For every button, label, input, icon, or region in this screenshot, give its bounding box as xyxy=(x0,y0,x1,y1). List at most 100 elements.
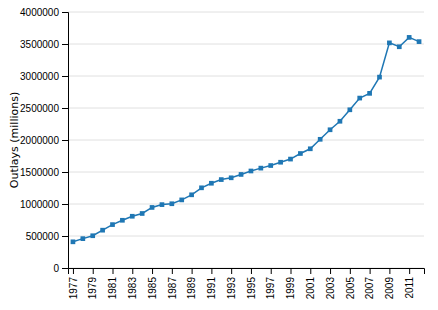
tick: 2011 xyxy=(404,268,415,299)
marker xyxy=(199,185,204,190)
tick: 2000000 xyxy=(20,135,68,146)
tick: 2007 xyxy=(364,268,375,299)
marker xyxy=(229,175,234,180)
tick: 1981 xyxy=(107,268,118,299)
grid-line xyxy=(68,140,424,141)
tick: 4000000 xyxy=(20,7,68,18)
tick: 2009 xyxy=(384,268,395,299)
tick-label: 1987 xyxy=(167,277,178,300)
marker xyxy=(160,202,165,207)
tick-label: 3500000 xyxy=(20,39,59,50)
grid-line xyxy=(68,12,424,13)
tick-mark xyxy=(73,268,74,274)
tick: 1979 xyxy=(87,268,98,299)
axis-line xyxy=(62,13,69,269)
tick-label: 1981 xyxy=(107,277,118,300)
marker xyxy=(338,119,343,124)
marker xyxy=(110,222,115,227)
tick: 2001 xyxy=(305,268,316,299)
tick-mark xyxy=(62,268,68,269)
marker xyxy=(179,198,184,203)
marker xyxy=(417,39,422,44)
grid-line xyxy=(68,44,424,45)
tick-label: 0 xyxy=(53,263,59,274)
tick-label: 2003 xyxy=(325,277,336,300)
tick: 1999 xyxy=(285,268,296,299)
tick-label: 2000000 xyxy=(20,135,59,146)
marker xyxy=(367,91,372,96)
marker xyxy=(239,172,244,177)
tick-mark xyxy=(330,268,331,274)
tick-mark xyxy=(62,172,68,173)
tick-label: 1989 xyxy=(186,277,197,300)
tick-mark xyxy=(152,268,153,274)
marker xyxy=(130,214,135,219)
tick: 1983 xyxy=(127,268,138,299)
marker xyxy=(288,157,293,162)
grid-line xyxy=(68,204,424,205)
tick-label: 1999 xyxy=(285,277,296,300)
x-axis: 1977 1979 1981 1983 1985 1987 1989 1991 1993 1995… xyxy=(68,268,425,299)
line xyxy=(73,37,419,241)
tick-label: 2011 xyxy=(404,277,415,299)
tick-mark xyxy=(113,268,114,274)
tick-mark xyxy=(389,268,390,274)
tick: 1977 xyxy=(68,268,79,299)
marker xyxy=(258,166,263,171)
axis-line xyxy=(69,269,425,275)
tick-mark xyxy=(192,268,193,274)
y-axis: 0 500000 1000000 1500000 2000000 2500000 30000… xyxy=(20,7,68,274)
tick-label: 1000000 xyxy=(20,199,59,210)
marker xyxy=(328,127,333,132)
grid-line xyxy=(68,236,424,237)
tick-mark xyxy=(62,236,68,237)
tick-label: 500000 xyxy=(26,231,60,242)
tick: 1991 xyxy=(206,268,217,299)
marker xyxy=(219,177,224,182)
tick-label: 1983 xyxy=(127,277,138,300)
tick: 1995 xyxy=(246,268,257,299)
marker xyxy=(90,233,95,238)
tick-mark xyxy=(231,268,232,274)
marker xyxy=(377,75,382,80)
tick-mark xyxy=(62,140,68,141)
tick-label: 1977 xyxy=(68,277,79,300)
marker xyxy=(318,137,323,142)
tick-label: 1993 xyxy=(226,277,237,300)
tick-mark xyxy=(62,204,68,205)
tick-label: 1985 xyxy=(147,277,158,300)
tick-mark xyxy=(62,108,68,109)
tick-label: 4000000 xyxy=(20,7,59,18)
marker xyxy=(169,201,174,206)
tick-mark xyxy=(370,268,371,274)
tick: 3500000 xyxy=(20,39,68,50)
grid-line xyxy=(68,108,424,109)
tick: 2500000 xyxy=(20,103,68,114)
tick: 1985 xyxy=(147,268,158,299)
tick-mark xyxy=(310,268,311,274)
tick: 1000000 xyxy=(20,199,68,210)
tick-mark xyxy=(172,268,173,274)
tick-label: 1995 xyxy=(246,277,257,300)
marker xyxy=(150,205,155,210)
marker xyxy=(387,41,392,46)
tick-label: 2005 xyxy=(345,277,356,300)
marker xyxy=(407,35,412,40)
y-axis-title: Outlays (millions) xyxy=(8,92,21,188)
marker xyxy=(278,160,283,165)
tick-label: 1997 xyxy=(265,277,276,300)
tick: 3000000 xyxy=(20,71,68,82)
tick: 500000 xyxy=(26,231,68,242)
marker xyxy=(249,169,254,174)
tick: 1987 xyxy=(167,268,178,299)
tick-mark xyxy=(62,12,68,13)
tick: 1500000 xyxy=(20,167,68,178)
marker xyxy=(71,239,76,244)
tick-mark xyxy=(409,268,410,274)
marker xyxy=(80,236,85,241)
tick-mark xyxy=(211,268,212,274)
tick-label: 2009 xyxy=(384,277,395,300)
marker xyxy=(189,192,194,197)
tick-label: 2007 xyxy=(364,277,375,300)
tick-label: 1979 xyxy=(87,277,98,300)
